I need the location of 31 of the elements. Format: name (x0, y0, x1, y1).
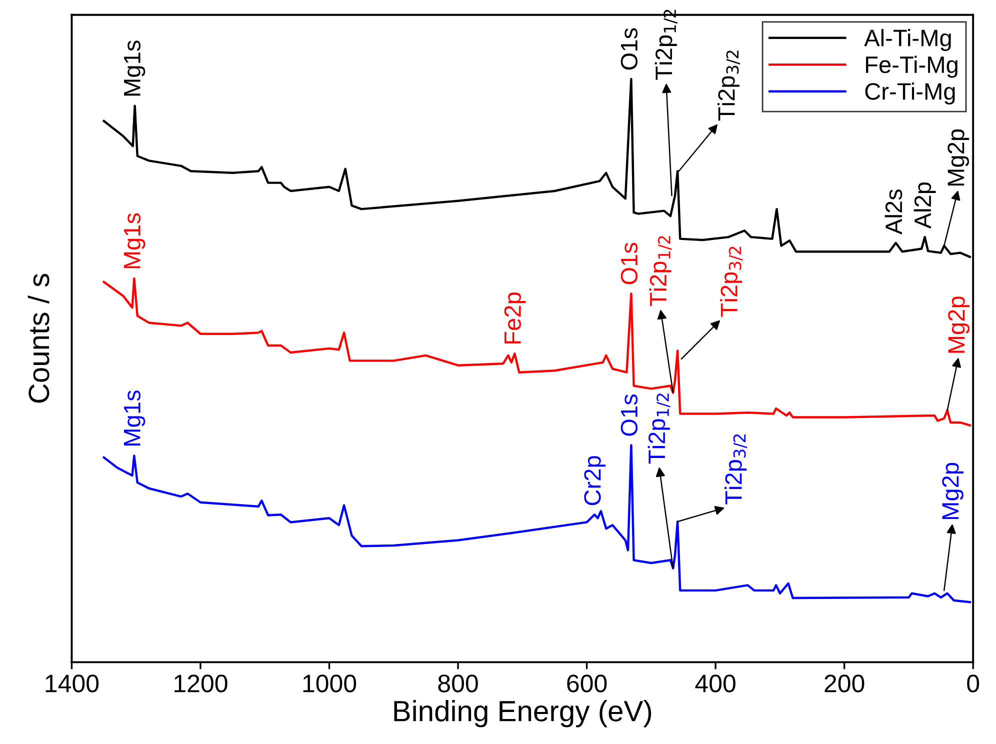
annotation: Mg2p (948, 296, 970, 353)
annotation: Mg2p (942, 462, 964, 520)
annotation: Al2s (884, 189, 902, 235)
annotation: Ti2p$_{1/2}$ (648, 394, 670, 464)
annotation: Mg1s (124, 213, 146, 268)
annotation: O1s (620, 242, 638, 284)
annotation: Cr2p (584, 456, 606, 506)
x-tick-label: 200 (824, 674, 864, 692)
x-tick-label: 1200 (174, 674, 228, 692)
annotation: O1s (620, 394, 638, 436)
y-axis-title: Counts / s (28, 274, 50, 403)
annotation: Al2p (914, 182, 936, 229)
annotation: Mg1s (124, 40, 146, 96)
x-tick-label: 1000 (303, 674, 356, 692)
legend-label: Al-Ti-Mg (864, 29, 951, 52)
legend-label: Cr-Ti-Mg (865, 82, 955, 105)
annotation: Ti2p$_{3/2}$ (724, 434, 748, 504)
x-tick-label: 400 (695, 674, 736, 692)
x-tick-label: 1400 (46, 674, 99, 692)
annotation: O1s (620, 28, 638, 70)
annotation: Ti2p$_{1/2}$ (649, 236, 672, 306)
annotation: Ti2p$_{3/2}$ (718, 50, 740, 121)
legend-label: Fe-Ti-Mg (866, 56, 958, 78)
x-tick-label: 800 (438, 674, 478, 692)
annotation: Fe2p (504, 292, 526, 344)
x-tick-label: 0 (967, 674, 980, 692)
annotation: Mg2p (948, 129, 970, 186)
x-tick-label: 600 (567, 674, 607, 692)
annotation: Ti2p$_{3/2}$ (720, 246, 743, 317)
x-axis-title: Binding Energy (eV) (394, 700, 652, 728)
annotation: Mg1s (124, 390, 146, 446)
